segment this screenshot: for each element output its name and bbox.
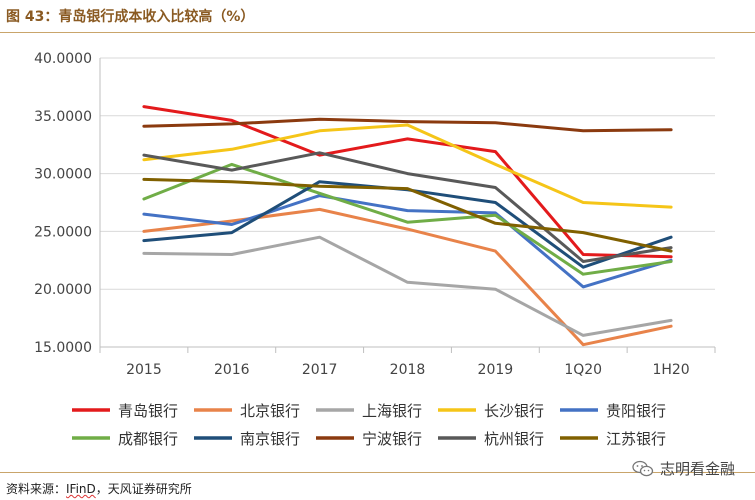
- series-line: [142, 194, 673, 289]
- source-suffix: ，天风证券研究所: [95, 482, 192, 496]
- footer-divider: [0, 472, 755, 473]
- series-lines: [142, 105, 673, 347]
- x-tick-label: 2019: [478, 362, 514, 378]
- legend-label: 北京银行: [240, 402, 300, 420]
- figure-title: 图 43：青岛银行成本收入比较高（%）: [6, 9, 255, 25]
- wechat-icon: [632, 460, 654, 476]
- y-axis: 15.0000 20.0000 25.0000 30.0000 35.0000 40.00…: [34, 51, 101, 356]
- legend-label: 长沙银行: [484, 402, 544, 420]
- x-tick-label: 1Q20: [564, 362, 602, 378]
- legend-label: 贵阳银行: [606, 402, 666, 420]
- x-tick-label: 1H20: [652, 362, 689, 378]
- series-line: [142, 235, 673, 337]
- legend-label: 宁波银行: [362, 430, 422, 448]
- y-tick-label: 25.0000: [34, 224, 92, 240]
- y-tick-label: 20.0000: [34, 282, 92, 298]
- source-prefix: 资料来源：: [6, 482, 67, 496]
- x-tick-label: 2017: [302, 362, 338, 378]
- series-line: [142, 162, 673, 276]
- legend-label: 成都银行: [118, 430, 178, 448]
- series-line: [142, 105, 673, 259]
- source-squiggle: IFinD: [66, 482, 96, 496]
- x-axis: 2015 2016 2017 2018 2019 1Q20 1H20: [99, 346, 716, 378]
- x-tick-label: 2018: [390, 362, 426, 378]
- gridlines: [100, 57, 715, 348]
- y-tick-label: 40.0000: [34, 51, 92, 67]
- title-divider: [0, 32, 755, 33]
- legend-label: 上海银行: [362, 402, 422, 420]
- source-note: 资料来源：IFinD，天风证券研究所: [6, 480, 192, 497]
- x-tick-label: 2016: [214, 362, 250, 378]
- legend-label: 杭州银行: [484, 430, 544, 448]
- series-line: [142, 207, 673, 347]
- watermark: 志明看金融: [632, 458, 735, 479]
- y-tick-label: 30.0000: [34, 167, 92, 183]
- legend-label: 青岛银行: [118, 402, 178, 420]
- series-line: [142, 123, 673, 209]
- y-tick-label: 35.0000: [34, 109, 92, 125]
- y-tick-label: 15.0000: [34, 340, 92, 356]
- legend-label: 南京银行: [240, 430, 300, 448]
- x-tick-label: 2015: [126, 362, 162, 378]
- watermark-text: 志明看金融: [659, 460, 735, 478]
- series-line: [142, 117, 673, 133]
- legend-label: 江苏银行: [606, 430, 666, 448]
- series-line: [142, 151, 673, 263]
- series-line: [142, 177, 673, 253]
- line-chart: 15.0000 20.0000 25.0000 30.0000 35.0000 40.00…: [34, 51, 716, 448]
